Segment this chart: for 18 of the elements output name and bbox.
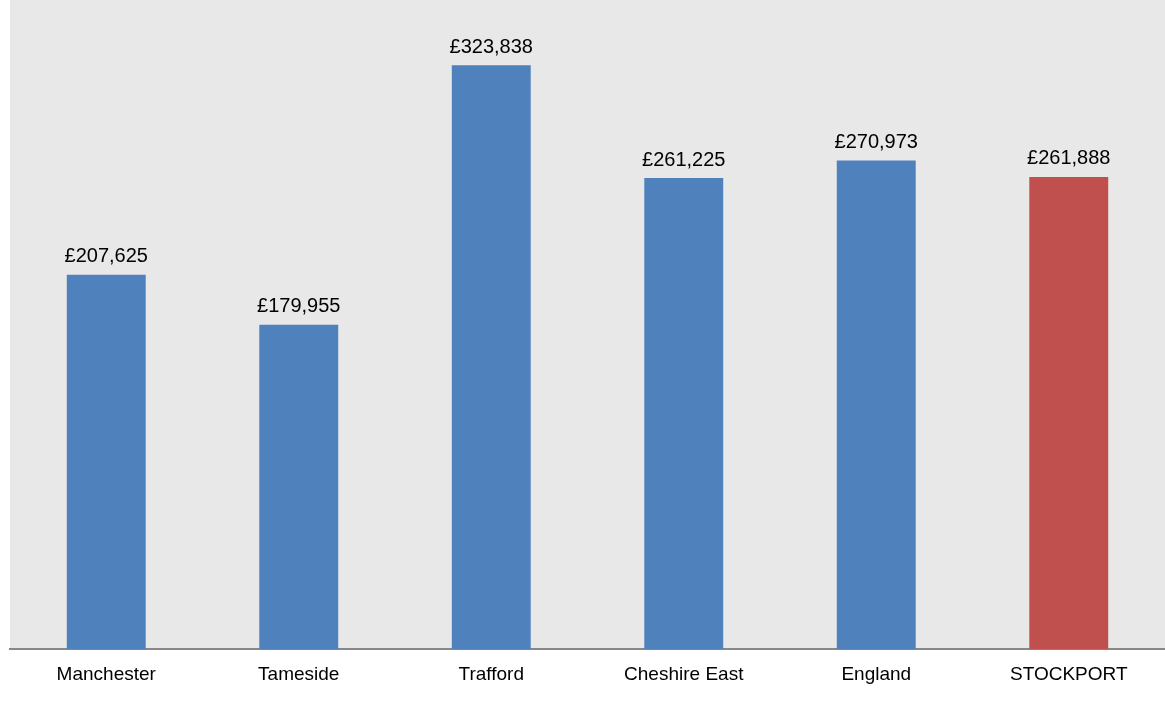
x-tick-label: Manchester <box>56 662 157 684</box>
bar <box>451 65 531 650</box>
bar <box>644 178 724 650</box>
x-tick-label: Cheshire East <box>624 662 745 684</box>
data-label: £207,625 <box>64 244 148 267</box>
bar <box>836 160 916 650</box>
data-label: £261,888 <box>1027 146 1111 169</box>
data-label: £261,225 <box>642 147 726 170</box>
bar <box>1029 176 1109 650</box>
data-label: £270,973 <box>834 130 918 153</box>
x-tick-label: Tameside <box>258 662 340 684</box>
bar <box>259 324 339 650</box>
x-tick-label: England <box>841 662 912 684</box>
x-tick-label: STOCKPORT <box>1009 662 1128 684</box>
data-label: £323,838 <box>449 34 533 57</box>
bar <box>66 274 146 650</box>
x-tick-label: Trafford <box>458 662 524 684</box>
data-label: £179,955 <box>257 294 341 317</box>
